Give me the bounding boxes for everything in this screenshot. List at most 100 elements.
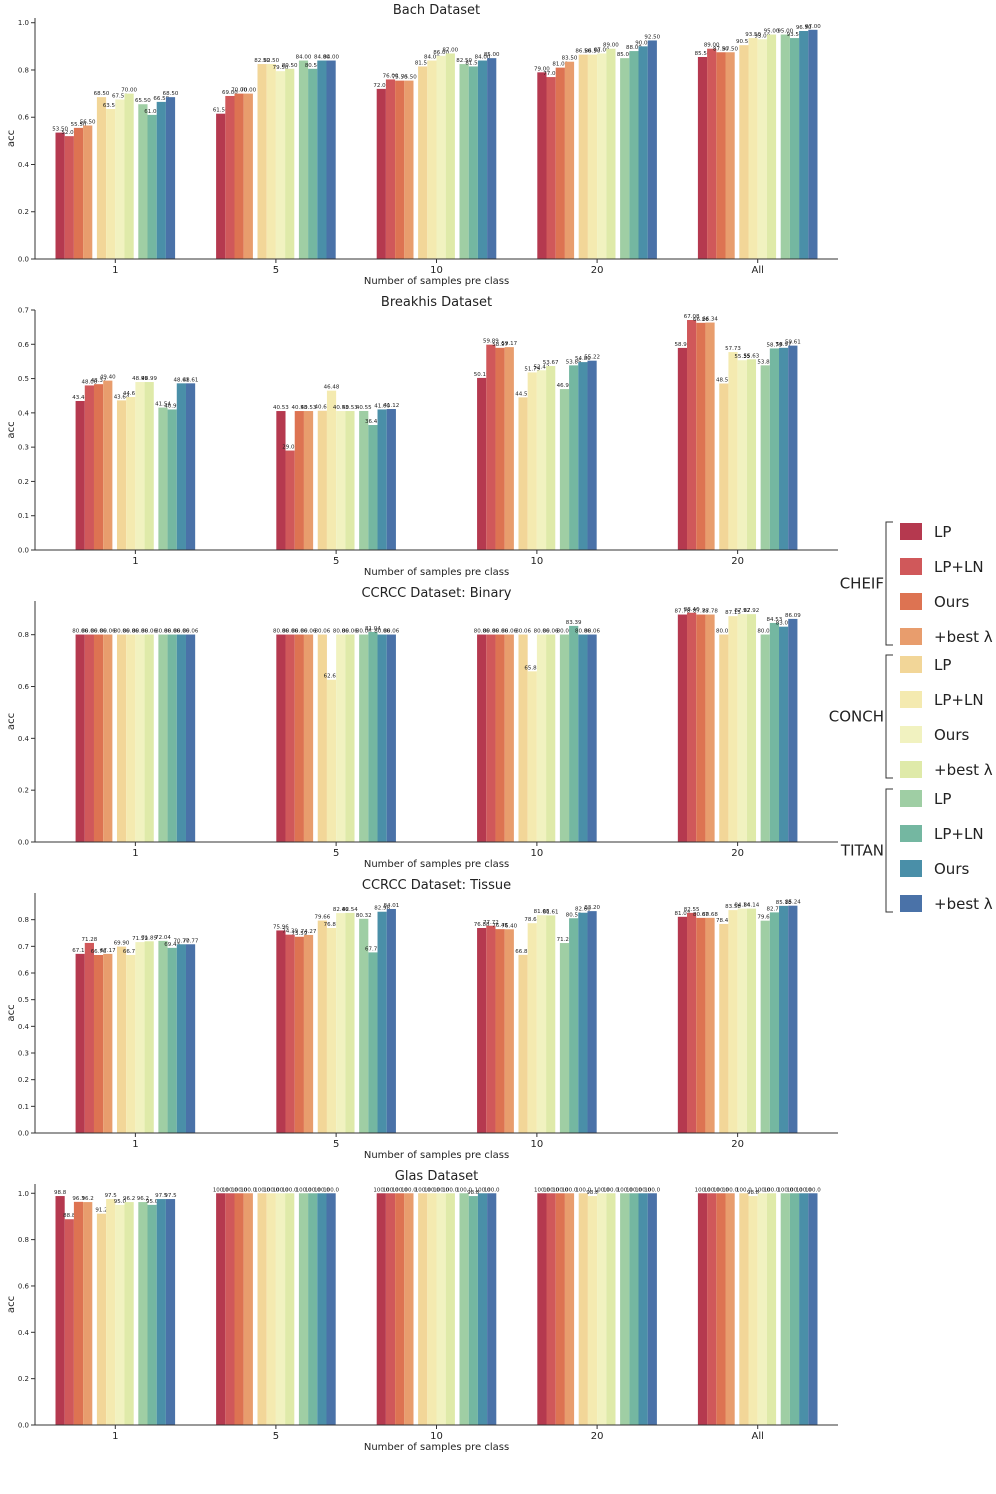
bar [705,917,715,1133]
bar [436,1193,446,1425]
bar [725,52,735,260]
bar [418,1193,428,1425]
legend-label: LP+LN [934,825,984,843]
data-label: 86.09 [785,613,801,619]
y-tick-label: 0.2 [18,208,29,216]
bar [73,1201,84,1425]
y-tick-label: 0.4 [18,161,30,169]
bar [115,1204,125,1425]
data-label: 48.56 [716,378,732,384]
x-tick-label: 20 [731,1139,744,1150]
data-label: 100.0 [442,1187,458,1193]
data-label: 67.50 [112,94,128,100]
bar [368,425,378,550]
data-label: 80.06 [492,629,508,635]
bar [64,1219,74,1425]
y-tick-label: 0.6 [18,114,30,122]
data-label: 100.0 [617,1187,633,1193]
data-label: 48.99 [141,376,157,382]
bar [487,1193,497,1425]
data-label: 80.06 [301,629,317,635]
bar [578,362,588,550]
bar [376,1193,386,1425]
y-axis-label: acc [6,421,17,438]
data-label: 80.06 [757,629,773,635]
data-label: 80.06 [174,629,190,635]
bar [176,383,186,550]
data-label: 100.0 [575,1187,591,1193]
bar [285,934,295,1133]
data-label: 80.50 [305,63,321,69]
data-label: 72.04 [155,935,171,941]
data-label: 72.00 [373,83,389,89]
data-label: 65.50 [135,98,151,104]
data-label: 81.50 [415,60,431,66]
bar [266,64,276,259]
bar [308,68,318,259]
data-label: 100.0 [296,1187,312,1193]
bar [779,905,789,1133]
data-label: 81.04 [365,626,381,632]
bar [760,365,770,550]
data-label: 58.94 [675,342,691,348]
y-tick-label: 0.2 [18,1375,29,1383]
data-label: 58.97 [492,342,508,348]
data-label: 100.0 [484,1187,500,1193]
data-label: 77.72 [483,920,499,926]
data-label: 48.61 [174,377,190,383]
bar [677,347,688,550]
legend-swatch [900,895,922,912]
bar [345,411,355,550]
data-label: 81.07 [675,911,691,917]
data-label: 100.0 [213,1187,229,1193]
bar [336,634,346,842]
bar [135,634,145,842]
data-label: 40.53 [342,405,358,411]
legend-label: LP [934,790,951,808]
bar [769,348,780,550]
bar [597,53,607,259]
bar [126,634,136,842]
data-label: 100.0 [392,1187,408,1193]
bar [386,409,396,550]
data-label: 77.00 [543,71,559,77]
data-label: 80.06 [333,629,349,635]
bar [436,55,446,259]
data-label: 97.00 [805,24,821,30]
data-label: 71.28 [82,937,98,943]
y-tick-label: 0.0 [18,1130,29,1138]
bar [518,954,528,1133]
data-label: 80.06 [501,629,517,635]
x-tick-label: 5 [333,1139,339,1150]
bar [569,625,579,842]
data-label: 66.76 [123,949,139,955]
data-label: 67.18 [72,948,88,954]
bar [504,347,514,550]
data-label: 90.50 [736,39,752,45]
data-label: 80.06 [100,629,116,635]
data-label: 43.46 [72,395,88,401]
data-label: 100.0 [594,1187,610,1193]
data-label: 100.0 [562,1187,578,1193]
bar [569,365,579,550]
x-tick-label: 10 [531,848,544,859]
data-label: 95.00 [777,29,793,35]
data-label: 75.96 [273,924,289,930]
data-label: 100.0 [305,1187,321,1193]
data-label: 93.00 [754,33,770,39]
bar [757,1193,767,1425]
bar [326,390,337,550]
data-label: 100.0 [805,1187,821,1193]
data-label: 82.60 [575,907,591,913]
data-label: 40.55 [356,405,372,411]
data-label: 97.5 [164,1193,177,1199]
bar [486,925,496,1133]
bar [647,1193,657,1425]
data-label: 71.59 [132,936,148,942]
y-axis-label: acc [6,713,17,730]
data-label: 84.01 [383,903,399,909]
data-label: 82.54 [342,907,358,913]
data-label: 58.79 [767,342,783,348]
bar [336,411,346,550]
bar [285,634,295,842]
